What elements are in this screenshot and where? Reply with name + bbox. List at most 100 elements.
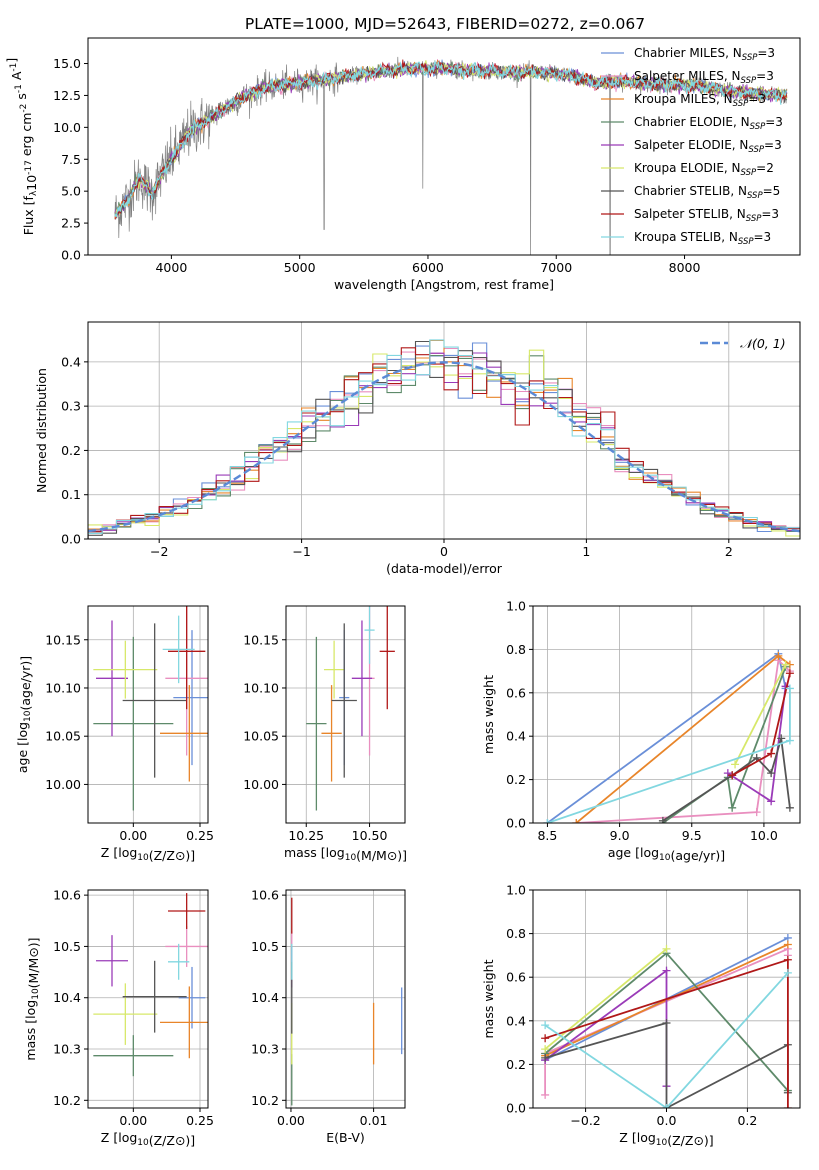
mass-weight-marker bbox=[658, 816, 667, 823]
label-fragment: Z [ bbox=[619, 1130, 636, 1145]
label-subscript: 10 bbox=[345, 853, 357, 863]
mass-weight-marker bbox=[777, 734, 786, 743]
mass-weight-vs-metallicity-panel: −0.2 0.0 0.2 0.0 0.2 0.4 0.6 0.8 1.0 Z [log10(Z/Z… bbox=[481, 883, 801, 1148]
legend-entry-subscript: SSP bbox=[747, 191, 763, 201]
spectrum-panel: 4000 5000 6000 7000 8000 0.0 2.5 5.0 7.5 10.0 12.5… bbox=[4, 37, 801, 292]
label-subscript: 10 bbox=[31, 988, 41, 1000]
y-tick-label: 5.0 bbox=[61, 184, 81, 199]
label-fragment: f bbox=[21, 195, 36, 200]
histogram-traces bbox=[88, 339, 800, 539]
label-fragment: -1 bbox=[9, 63, 19, 72]
legend-entry-subscript: SSP bbox=[746, 214, 762, 224]
x-axis-label: Z [log10(Z/Z⊙)] bbox=[101, 845, 195, 863]
label-fragment: (Z/Z⊙)] bbox=[667, 1133, 713, 1148]
mass-weight-marker bbox=[785, 684, 794, 693]
errorbar-point bbox=[178, 966, 206, 1029]
mass-weight-marker bbox=[785, 803, 794, 812]
legend-entry-suffix: =3 bbox=[765, 115, 783, 129]
axes-frame bbox=[532, 605, 801, 824]
x-tick-label: 0.2 bbox=[737, 1113, 757, 1128]
x-tick-label: 4000 bbox=[155, 260, 187, 275]
mass-weight-line-kroupa-stelib bbox=[544, 972, 789, 1108]
gaussian-reference-line bbox=[88, 361, 800, 533]
errorbar-point bbox=[351, 620, 373, 737]
errorbar-point bbox=[168, 606, 206, 710]
y-tick-label: 1.0 bbox=[506, 883, 526, 898]
x-tick-label: 2 bbox=[725, 544, 733, 559]
y-tick-label: 0.8 bbox=[506, 642, 526, 657]
x-tick-label: 8.5 bbox=[537, 828, 557, 843]
legend-entry: Salpeter ELODIE, NSSP=3 bbox=[634, 138, 782, 155]
mass-weight-vs-age-panel: 8.5 9.0 9.5 10.0 0.0 0.2 0.4 0.6 0.8 1.0 age [log1… bbox=[481, 599, 801, 863]
x-tick-label: 6000 bbox=[412, 260, 444, 275]
axes-frame bbox=[87, 889, 209, 1109]
errorbar-point bbox=[168, 943, 190, 980]
y-tick-label: 0.0 bbox=[506, 816, 526, 831]
mass-weight-marker bbox=[785, 669, 794, 678]
label-fragment: (data-model)/error bbox=[386, 561, 503, 576]
y-tick-label: 10.00 bbox=[243, 777, 279, 792]
label-fragment: (Z/Z⊙)] bbox=[149, 848, 195, 863]
label-fragment: 10 bbox=[24, 175, 39, 191]
legend-entry-label: Chabrier MILES, N bbox=[634, 46, 742, 60]
y-axis-label: Normed distribution bbox=[34, 368, 49, 493]
mass-vs-ebv-panel: 0.00 0.01 10.2 10.3 10.4 10.5 10.6 E(B-V) bbox=[251, 888, 406, 1145]
x-axis-label: age [log10(age/yr)] bbox=[608, 845, 725, 863]
mass-weight-marker bbox=[767, 769, 776, 778]
y-tick-label: 1.0 bbox=[506, 599, 526, 614]
x-tick-label: 7000 bbox=[540, 260, 572, 275]
label-fragment: log bbox=[15, 722, 30, 741]
label-subscript: 10 bbox=[659, 853, 671, 863]
x-tick-label: 0.25 bbox=[186, 828, 214, 843]
y-tick-label: 10.00 bbox=[45, 777, 81, 792]
label-fragment: (M/M⊙)] bbox=[356, 848, 407, 863]
y-tick-label: 10.2 bbox=[53, 1093, 81, 1108]
legend-entry-label: Chabrier ELODIE, N bbox=[634, 115, 750, 129]
legend-entry: 𝒩(0, 1) bbox=[740, 336, 786, 351]
mass-weight-marker bbox=[541, 1021, 550, 1030]
y-tick-label: 0.2 bbox=[506, 772, 526, 787]
residual-histogram-panel: −2 −1 0 1 2 0.0 0.1 0.2 0.3 0.4 (data-model)/error… bbox=[34, 321, 801, 576]
y-tick-label: 12.5 bbox=[53, 88, 81, 103]
x-axis-label: (data-model)/error bbox=[386, 561, 503, 576]
legend-entry: Kroupa MILES, NSSP=3 bbox=[634, 92, 766, 109]
legend-entry: Kroupa STELIB, NSSP=3 bbox=[634, 230, 771, 247]
legend-entry-subscript: SSP bbox=[748, 145, 764, 155]
y-tick-label: 7.5 bbox=[61, 152, 81, 167]
errorbar-point bbox=[173, 630, 208, 766]
y-tick-label: 10.05 bbox=[243, 729, 279, 744]
legend-entry-suffix: =3 bbox=[764, 138, 782, 152]
mass-weight-marker bbox=[783, 1104, 792, 1108]
mass-weight-marker bbox=[728, 803, 737, 812]
y-tick-label: 2.5 bbox=[61, 216, 81, 231]
y-tick-label: 10.5 bbox=[53, 939, 81, 954]
x-tick-label: 5000 bbox=[284, 260, 316, 275]
y-axis-label: age [log10(age/yr)] bbox=[15, 656, 33, 773]
errorbar-point bbox=[364, 606, 375, 664]
x-tick-label: −0.2 bbox=[570, 1113, 600, 1128]
y-tick-label: 10.05 bbox=[45, 729, 81, 744]
y-tick-label: 10.4 bbox=[53, 990, 81, 1005]
model-spectrum-kroupa-stelib bbox=[114, 59, 787, 218]
x-tick-label: 0.0 bbox=[657, 1113, 677, 1128]
x-tick-label: 10.50 bbox=[352, 828, 388, 843]
y-tick-label: 0.8 bbox=[506, 926, 526, 941]
label-fragment: -17 bbox=[24, 160, 34, 175]
y-tick-label: 10.10 bbox=[243, 680, 279, 695]
x-tick-label: 9.5 bbox=[682, 828, 702, 843]
errorbar-point bbox=[93, 640, 158, 699]
y-tick-label: 10.15 bbox=[45, 632, 81, 647]
mass-weight-marker bbox=[767, 749, 776, 758]
legend-entry: Salpeter MILES, NSSP=3 bbox=[634, 69, 774, 86]
x-axis-label: E(B-V) bbox=[326, 1130, 365, 1145]
mass-weight-marker bbox=[541, 1090, 550, 1099]
mass-weight-series bbox=[541, 933, 792, 1108]
y-tick-label: 10.4 bbox=[251, 990, 279, 1005]
errorbar-point bbox=[93, 636, 174, 811]
legend-entry-subscript: SSP bbox=[738, 237, 754, 247]
x-tick-label: 0 bbox=[440, 544, 448, 559]
mass-weight-marker bbox=[662, 1018, 671, 1027]
errorbar-point bbox=[160, 986, 208, 1059]
legend-entry: Salpeter STELIB, NSSP=3 bbox=[634, 207, 779, 224]
x-tick-label: 0.25 bbox=[186, 1113, 214, 1128]
